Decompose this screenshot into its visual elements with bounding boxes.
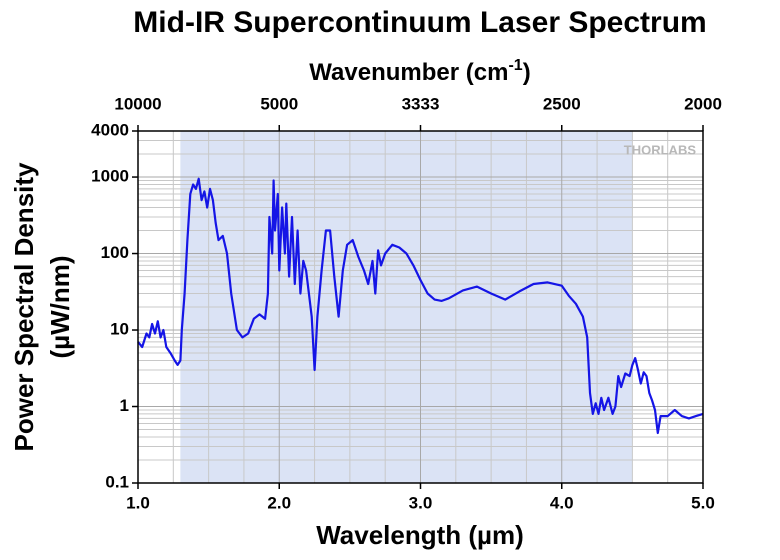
plot-area: THORLABS 0.1 1 10 100 1000 4000 1.0 2.0 3.0 4.0 5.0…: [91, 94, 722, 512]
x2-label-suffix: ): [523, 59, 531, 86]
y-tick-label: 1000: [91, 167, 129, 186]
x2-label-text: Wavenumber (cm: [309, 59, 508, 86]
x2-label-superscript: -1: [508, 57, 522, 74]
plot-frame: [137, 130, 704, 484]
x-tick-label: 2.0: [267, 493, 291, 512]
x2-tick-label: 2000: [684, 94, 722, 113]
watermark: THORLABS: [624, 142, 697, 157]
y-tick-label: 10: [110, 320, 129, 339]
x2-axis-label: Wavenumber (cm-1): [309, 57, 530, 86]
y-tick-label: 100: [101, 243, 129, 262]
x2-tick-label: 2500: [543, 94, 581, 113]
x-tick-label: 4.0: [550, 493, 574, 512]
spectrum-line: [137, 177, 704, 435]
y-tick-label: 4000: [91, 120, 129, 139]
x2-tick-label: 10000: [114, 94, 161, 113]
x2-tick-label: 3333: [402, 94, 440, 113]
y-tick-label: 1: [120, 396, 129, 415]
x-tick-label: 3.0: [409, 493, 433, 512]
y-axis-label: Power Spectral Density: [9, 162, 39, 452]
y-tick-label: 0.1: [105, 472, 129, 491]
x-tick-label: 5.0: [691, 493, 715, 512]
x-axis-label: Wavelength (µm): [316, 520, 524, 550]
x2-tick-label: 5000: [260, 94, 298, 113]
x-tick-label: 1.0: [126, 493, 150, 512]
y-axis-label: (µW/nm): [45, 255, 75, 358]
chart-title: Mid-IR Supercontinuum Laser Spectrum: [133, 6, 706, 39]
